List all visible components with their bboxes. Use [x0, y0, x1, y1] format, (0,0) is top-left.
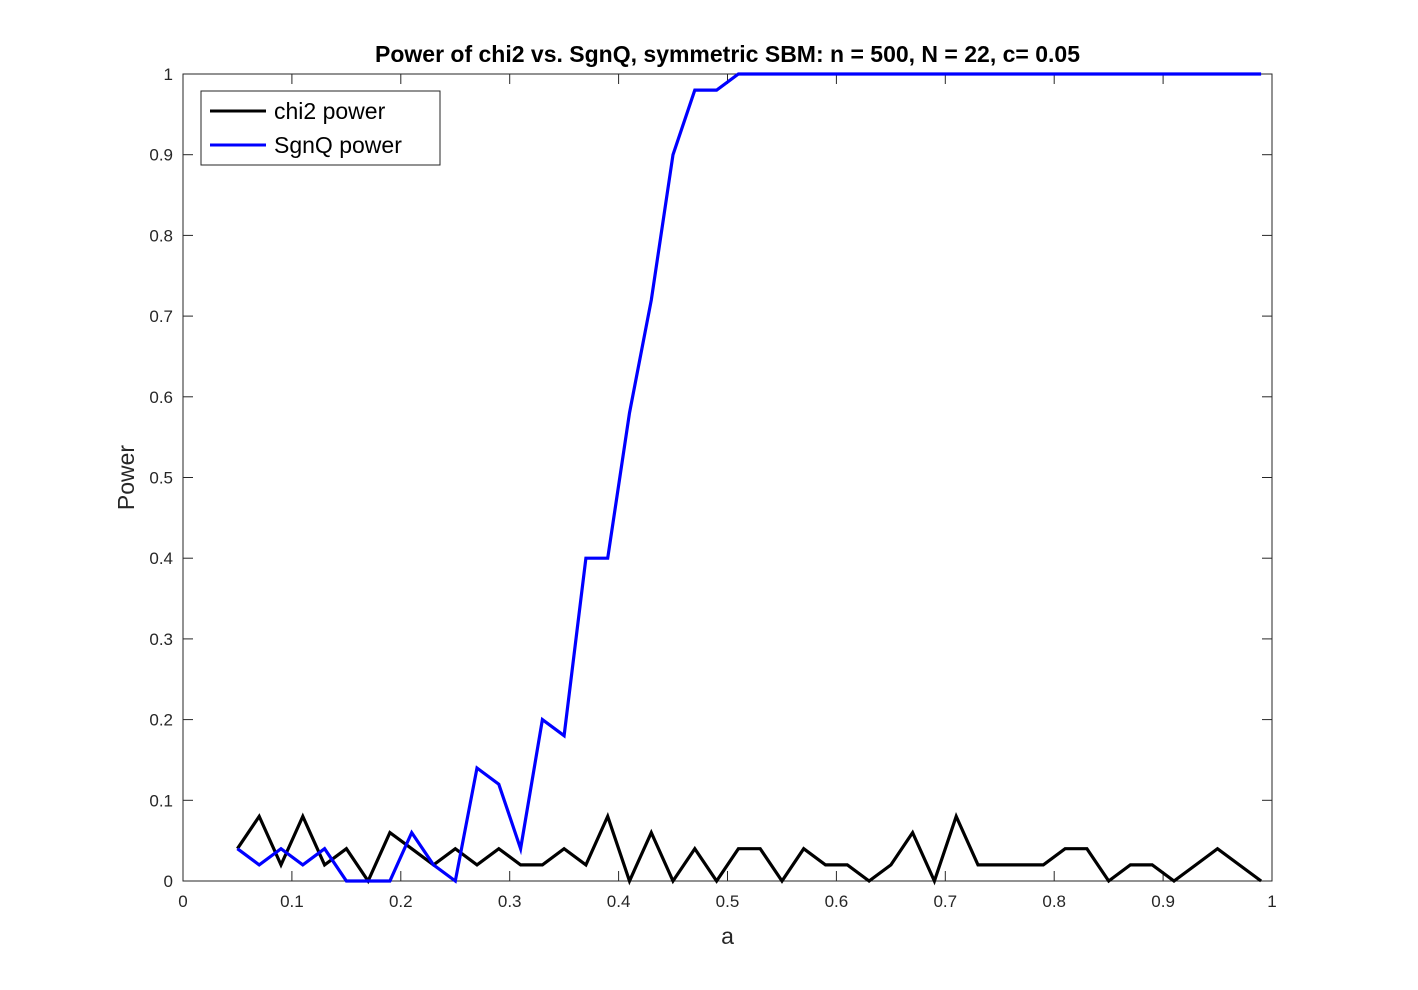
legend: chi2 power SgnQ power — [200, 90, 441, 166]
x-tick-label: 0.5 — [716, 892, 740, 911]
x-tick-label: 0.3 — [498, 892, 522, 911]
y-tick-label: 0.7 — [149, 307, 173, 326]
x-tick-label: 1 — [1267, 892, 1276, 911]
y-tick-label: 0.8 — [149, 226, 173, 245]
y-tick-label: 0.3 — [149, 630, 173, 649]
x-tick-label: 0.9 — [1151, 892, 1175, 911]
y-tick-label: 1 — [164, 65, 173, 84]
x-axis: 0 0.1 0.2 0.3 0.4 0.5 0.6 0.7 0.8 0.9 1 — [178, 74, 1277, 911]
plot-area: 0 0.1 0.2 0.3 0.4 0.5 0.6 0.7 0.8 0.9 1 0 0.1 0.2 0.3… — [149, 65, 1276, 911]
y-axis: 0 0.1 0.2 0.3 0.4 0.5 0.6 0.7 0.8 0.9 1 — [149, 65, 1272, 891]
series-line-sgnq — [236, 72, 1262, 884]
y-tick-label: 0.9 — [149, 146, 173, 165]
legend-label-sgnq: SgnQ power — [274, 132, 402, 158]
y-tick-label: 0.1 — [149, 791, 173, 810]
legend-label-chi2: chi2 power — [274, 98, 386, 124]
y-tick-label: 0.6 — [149, 388, 173, 407]
x-tick-label: 0.7 — [933, 892, 957, 911]
series-line-chi2 — [236, 812, 1263, 886]
axes-box — [182, 73, 1273, 882]
chart-title: Power of chi2 vs. SgnQ, symmetric SBM: n… — [375, 41, 1080, 67]
x-tick-label: 0.1 — [280, 892, 304, 911]
x-tick-label: 0 — [178, 892, 187, 911]
y-tick-label: 0.2 — [149, 711, 173, 730]
y-tick-label: 0.5 — [149, 469, 173, 488]
y-tick-label: 0.4 — [149, 549, 173, 568]
x-tick-label: 0.6 — [825, 892, 849, 911]
series-lines — [236, 72, 1263, 886]
x-axis-label: a — [721, 923, 734, 949]
legend-box — [200, 90, 441, 166]
y-tick-label: 0 — [164, 872, 173, 891]
x-tick-label: 0.2 — [389, 892, 413, 911]
y-axis-label: Power — [113, 445, 139, 511]
x-tick-label: 0.4 — [607, 892, 631, 911]
x-tick-label: 0.8 — [1042, 892, 1066, 911]
